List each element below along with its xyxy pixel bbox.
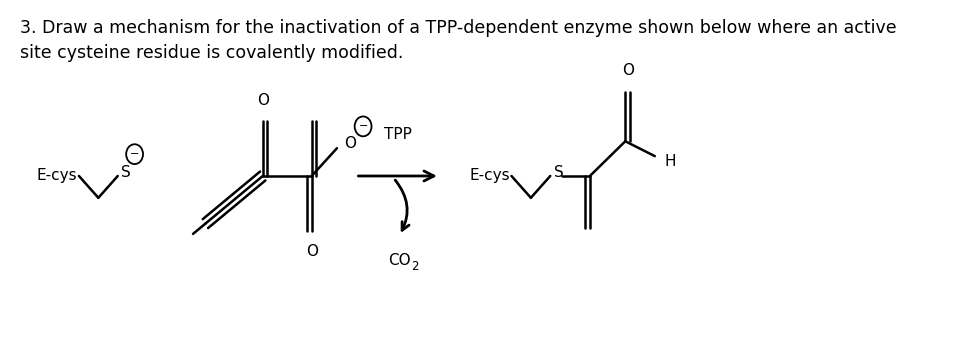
Text: H: H (664, 153, 676, 168)
Text: E-cys: E-cys (469, 168, 509, 183)
Text: O: O (306, 244, 317, 259)
Text: 3. Draw a mechanism for the inactivation of a TPP-dependent enzyme shown below w: 3. Draw a mechanism for the inactivation… (20, 19, 896, 62)
Text: S: S (554, 165, 563, 180)
Text: −: − (358, 121, 367, 132)
Text: −: − (130, 149, 139, 159)
Text: O: O (621, 63, 633, 78)
Text: TPP: TPP (383, 127, 411, 142)
Text: CO: CO (387, 253, 410, 268)
Text: O: O (343, 136, 356, 151)
FancyArrowPatch shape (395, 180, 408, 230)
Text: S: S (121, 165, 131, 180)
Text: O: O (257, 93, 268, 108)
Text: 2: 2 (411, 260, 419, 273)
Text: E-cys: E-cys (37, 168, 77, 183)
